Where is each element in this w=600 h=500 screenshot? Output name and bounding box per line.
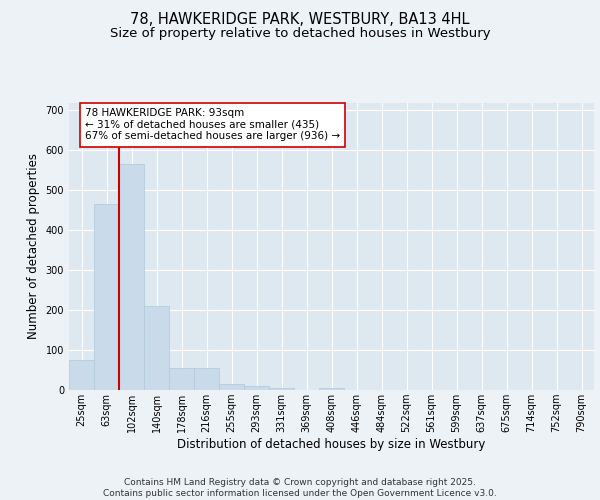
Bar: [194, 368, 219, 390]
Bar: [69, 360, 94, 390]
Bar: [119, 164, 144, 390]
Bar: [244, 386, 269, 390]
X-axis label: Distribution of detached houses by size in Westbury: Distribution of detached houses by size …: [178, 438, 485, 451]
Bar: [144, 306, 169, 390]
Bar: [94, 204, 119, 390]
Bar: [169, 368, 194, 390]
Text: Size of property relative to detached houses in Westbury: Size of property relative to detached ho…: [110, 28, 490, 40]
Text: 78, HAWKERIDGE PARK, WESTBURY, BA13 4HL: 78, HAWKERIDGE PARK, WESTBURY, BA13 4HL: [130, 12, 470, 28]
Text: Contains HM Land Registry data © Crown copyright and database right 2025.
Contai: Contains HM Land Registry data © Crown c…: [103, 478, 497, 498]
Bar: [319, 388, 344, 390]
Bar: [269, 388, 294, 390]
Y-axis label: Number of detached properties: Number of detached properties: [27, 153, 40, 340]
Text: 78 HAWKERIDGE PARK: 93sqm
← 31% of detached houses are smaller (435)
67% of semi: 78 HAWKERIDGE PARK: 93sqm ← 31% of detac…: [85, 108, 340, 142]
Bar: [219, 384, 244, 390]
